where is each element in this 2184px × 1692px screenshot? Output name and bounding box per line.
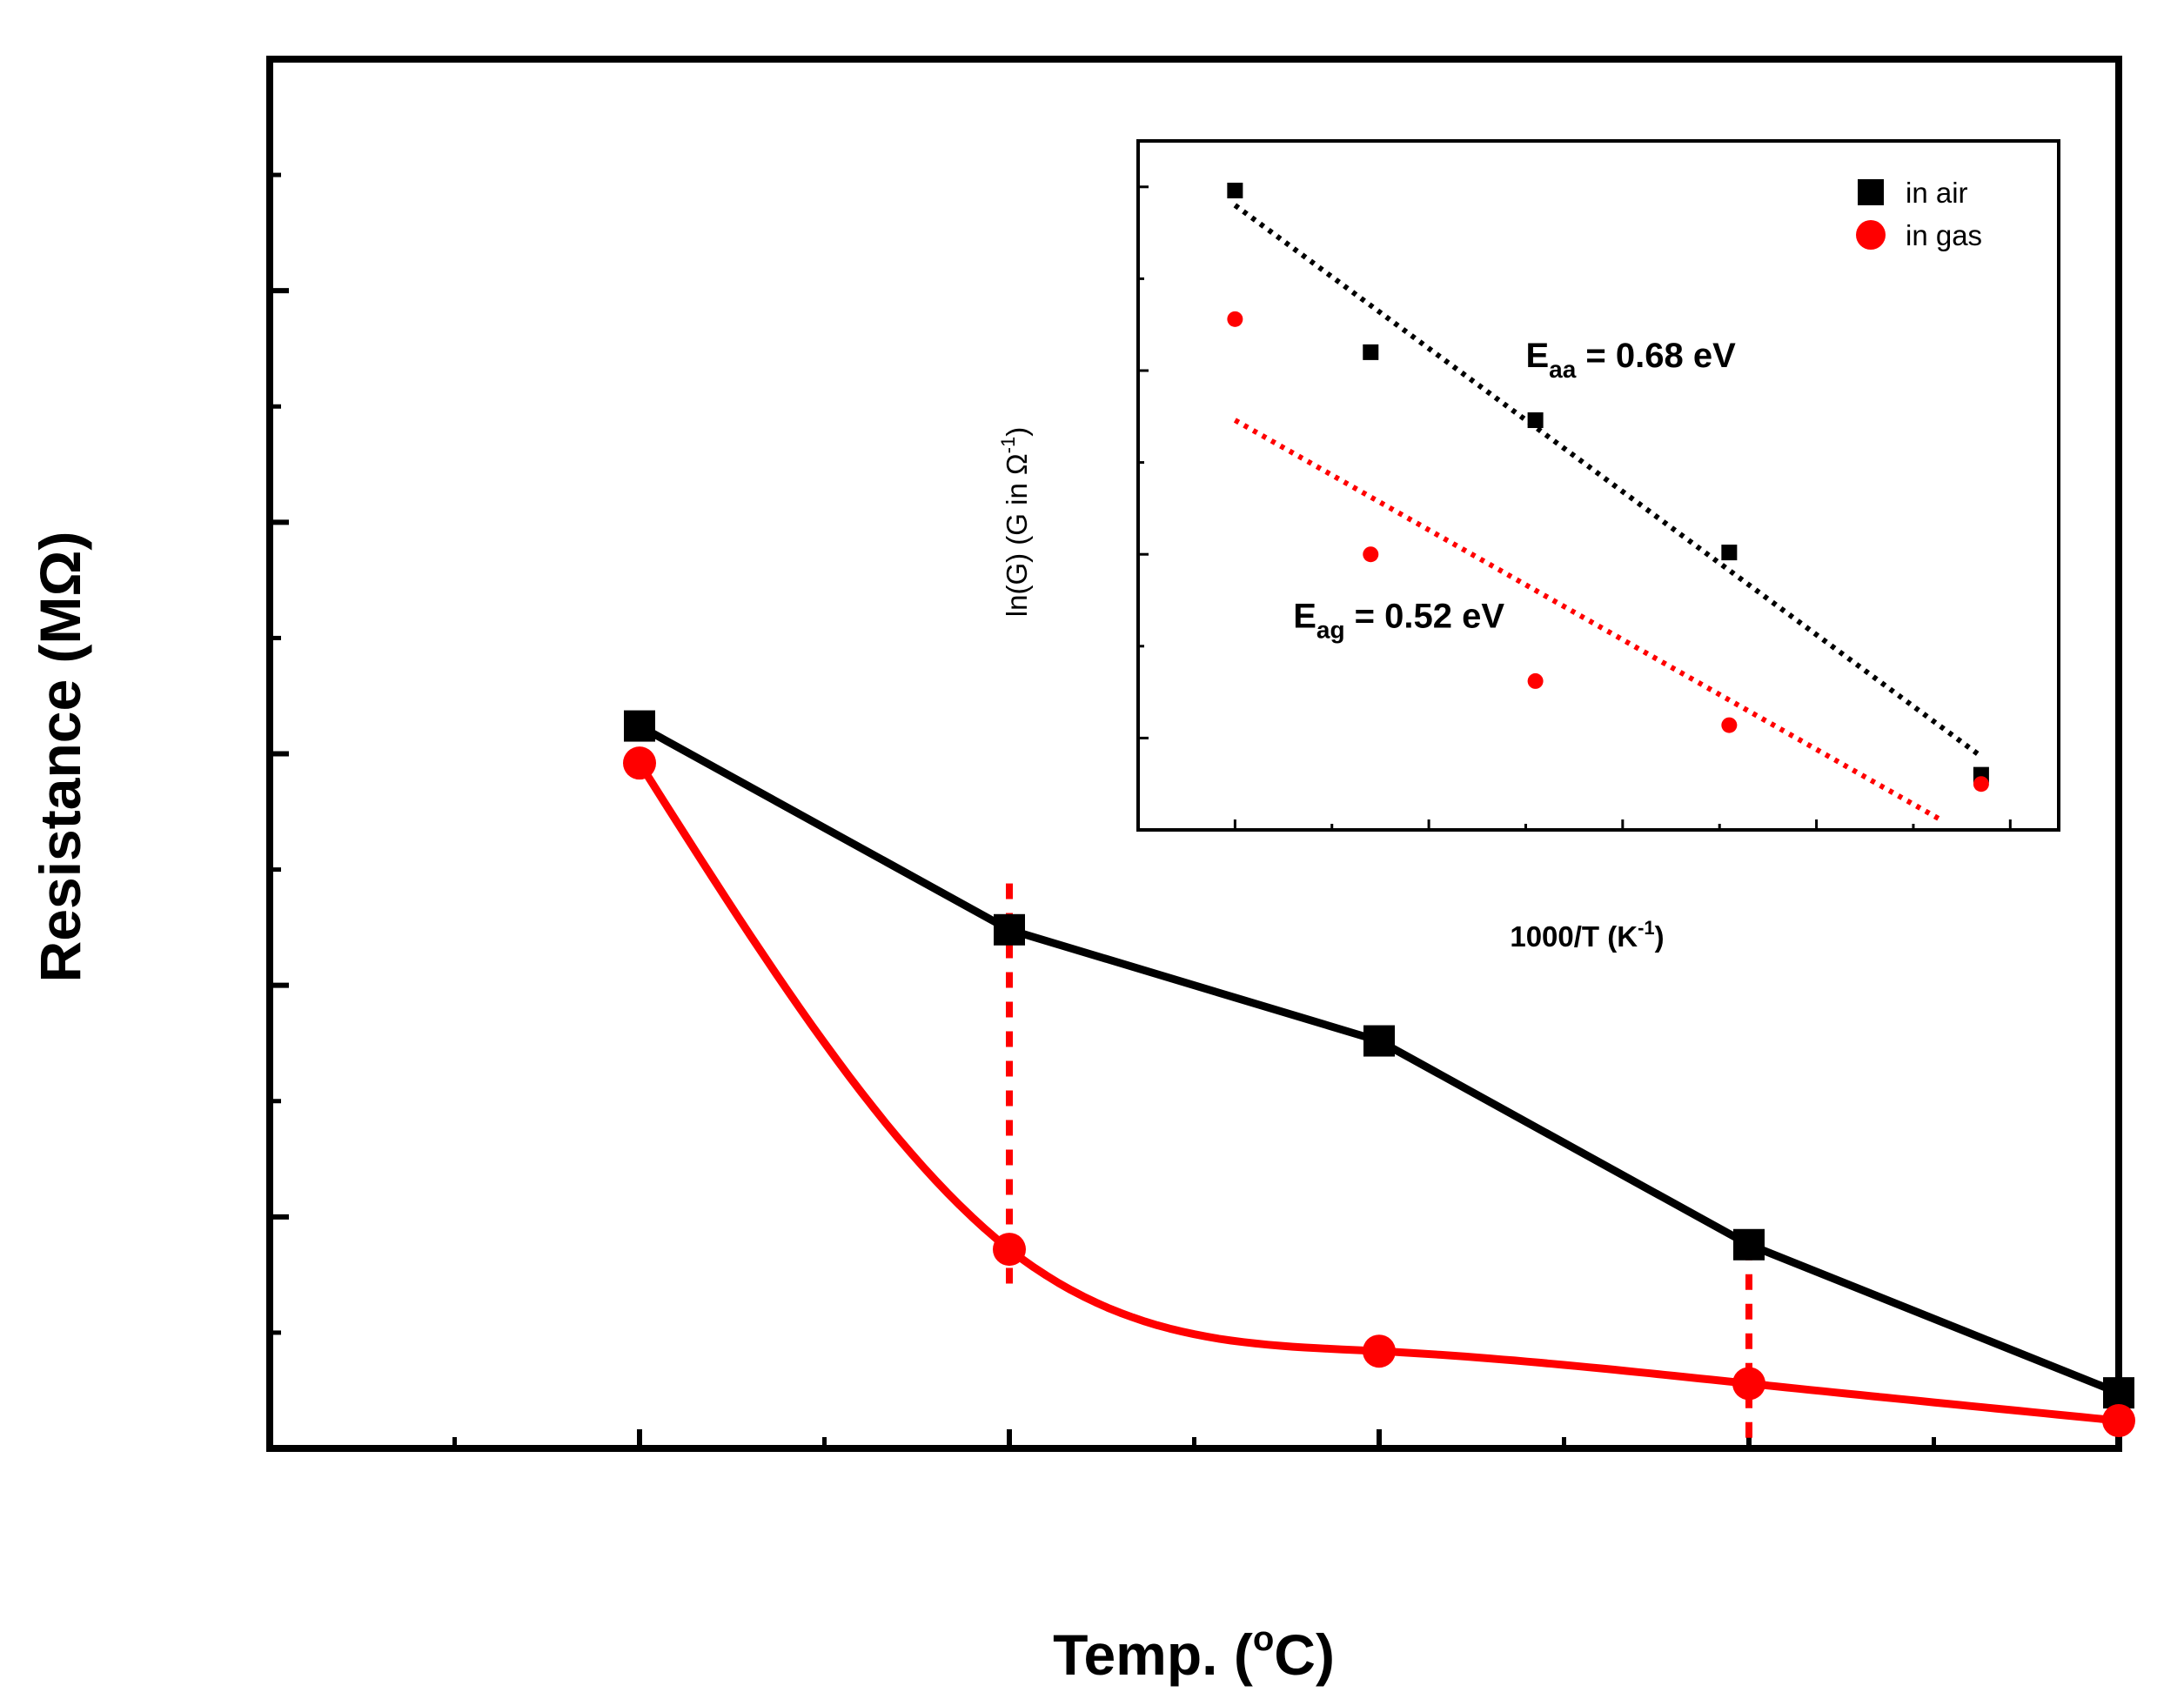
in-gas-data-point	[1973, 776, 1989, 792]
main-plot	[267, 57, 2135, 1451]
activation-energy-label: Eaa = 0.68 eV	[1525, 337, 1736, 383]
main-y-axis-title: Resistance (MΩ)	[28, 532, 92, 983]
inset-y-axis-title: ln(G) (G in Ω-1)	[997, 427, 1033, 617]
in-air-data-point	[1527, 412, 1544, 429]
in-air-data-point	[1363, 344, 1379, 360]
legend-label-in-gas: in gas	[1906, 219, 1982, 251]
inset-legend: in air in gas	[1856, 177, 1982, 251]
legend-marker-in-gas	[1856, 220, 1886, 250]
legend-marker-in-air	[1858, 179, 1884, 205]
air-data-point	[2102, 1404, 2135, 1438]
gas-data-point	[2103, 1377, 2134, 1409]
activation-energy-symbol: E	[1293, 598, 1316, 636]
activation-energy-label: Eag = 0.52 eV	[1293, 598, 1504, 644]
activation-energy-value: = 0.52 eV	[1345, 598, 1505, 636]
activation-energy-subscript: aa	[1549, 356, 1577, 383]
activation-energy-value: = 0.68 eV	[1576, 337, 1736, 375]
air-data-point	[993, 1233, 1026, 1267]
air-data-point	[623, 746, 656, 780]
in-air-data-point	[1227, 183, 1243, 199]
in-gas-data-point	[1527, 672, 1544, 689]
air-resistance-curve	[636, 760, 2120, 1425]
gas-data-point	[994, 913, 1025, 946]
in-gas-data-point	[1363, 546, 1379, 563]
legend-label-in-air: in air	[1906, 177, 1968, 209]
in-air-fit-line	[1233, 203, 1983, 759]
inset-background	[1136, 139, 2060, 832]
air-data-point	[1732, 1367, 1765, 1401]
gas-data-point	[624, 710, 655, 742]
inset-x-axis-title: 1000/T (K-1)	[1510, 917, 1664, 953]
in-gas-data-point	[1227, 311, 1243, 327]
in-gas-data-point	[1721, 717, 1738, 733]
air-data-point	[1363, 1334, 1396, 1368]
activation-energy-subscript: ag	[1316, 617, 1345, 644]
activation-energy-symbol: E	[1525, 337, 1549, 375]
gas-data-point	[1363, 1025, 1395, 1057]
gas-data-point	[1733, 1228, 1765, 1261]
in-air-data-point	[1721, 545, 1738, 561]
main-x-axis-title: Temp. (oC)	[1053, 1620, 1335, 1687]
